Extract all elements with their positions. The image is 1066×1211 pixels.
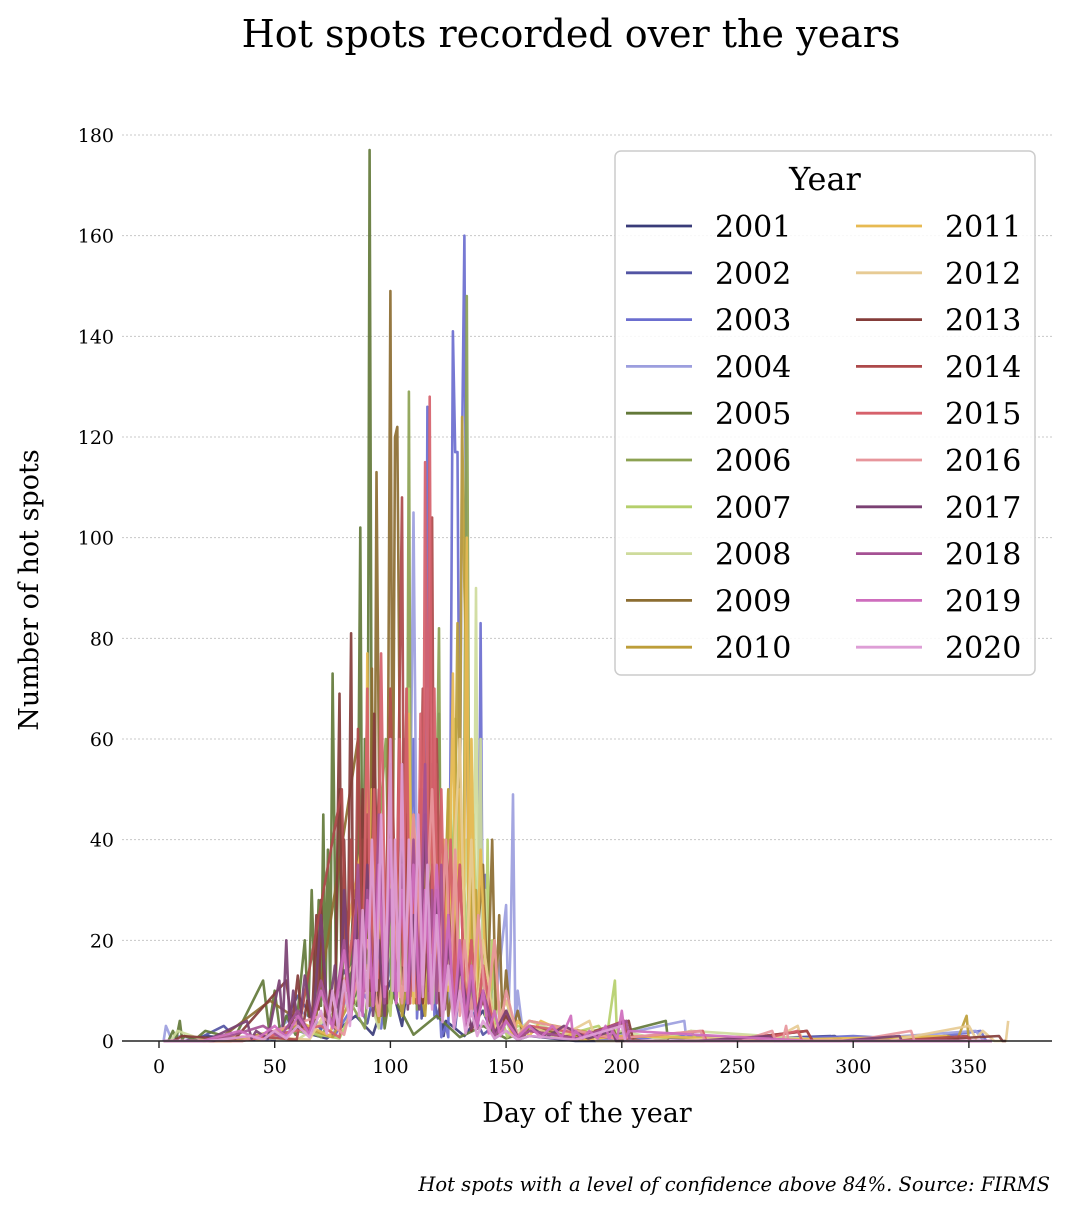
legend-label: 2016 xyxy=(945,444,1021,479)
legend-item: 2003 xyxy=(626,304,791,339)
legend-frame xyxy=(614,150,1036,676)
legend-item: 2016 xyxy=(856,444,1021,479)
y-tick-label: 80 xyxy=(90,628,114,650)
legend-item: 2011 xyxy=(856,210,1021,245)
x-axis-label: Day of the year xyxy=(482,1098,692,1129)
legend-item: 2018 xyxy=(856,538,1021,573)
legend-label: 2002 xyxy=(715,257,791,292)
legend-label: 2004 xyxy=(715,350,791,385)
legend-item: 2002 xyxy=(626,257,791,292)
legend-label: 2011 xyxy=(945,210,1021,245)
x-ticks: 0 50 100 150 200 250 300 350 xyxy=(153,1041,987,1078)
legend-label: 2010 xyxy=(715,631,791,666)
legend-label: 2013 xyxy=(945,304,1021,339)
legend-label: 2008 xyxy=(715,538,791,573)
y-grid xyxy=(122,134,1052,941)
legend-label: 2009 xyxy=(715,584,791,619)
y-tick-label: 0 xyxy=(102,1031,114,1053)
legend-label: 2005 xyxy=(715,397,791,432)
y-tick-label: 20 xyxy=(90,930,114,952)
series-line-2017 xyxy=(163,813,992,1043)
legend-label: 2018 xyxy=(945,538,1021,573)
legend-label: 2017 xyxy=(945,491,1021,526)
series-line-2020 xyxy=(163,737,992,1043)
legend-item: 2020 xyxy=(856,631,1021,666)
x-tick-label: 0 xyxy=(153,1056,165,1078)
legend-item: 2012 xyxy=(856,257,1021,292)
legend-title: Year xyxy=(788,160,861,198)
legend-label: 2007 xyxy=(715,491,791,526)
legend-item: 2001 xyxy=(626,210,791,245)
y-tick-label: 40 xyxy=(90,830,114,852)
legend-item: 2013 xyxy=(856,304,1021,339)
legend-item: 2004 xyxy=(626,350,791,385)
legend-label: 2003 xyxy=(715,304,791,339)
legend-item: 2017 xyxy=(856,491,1021,526)
x-tick-label: 200 xyxy=(604,1056,640,1078)
x-tick-label: 250 xyxy=(719,1056,755,1078)
y-tick-label: 140 xyxy=(78,326,114,348)
y-tick-label: 60 xyxy=(90,729,114,751)
legend-item: 2019 xyxy=(856,584,1021,619)
caption: Hot spots with a level of confidence abo… xyxy=(417,1173,1050,1196)
x-tick-label: 300 xyxy=(835,1056,871,1078)
x-tick-label: 150 xyxy=(488,1056,524,1078)
legend: Year 2001 2002 2003 2004 2005 2006 2007 2008 200… xyxy=(614,150,1036,676)
legend-label: 2020 xyxy=(945,631,1021,666)
x-tick-label: 100 xyxy=(372,1056,408,1078)
legend-label: 2012 xyxy=(945,257,1021,292)
legend-item: 2015 xyxy=(856,397,1021,432)
legend-item: 2006 xyxy=(626,444,791,479)
legend-label: 2001 xyxy=(715,210,791,245)
series-line-2012 xyxy=(163,737,1010,1043)
y-ticks: 0 20 40 60 80 100 120 140 160 180 xyxy=(78,125,114,1053)
x-tick-label: 50 xyxy=(263,1056,287,1078)
chart-title: Hot spots recorded over the years xyxy=(242,12,901,56)
y-tick-label: 160 xyxy=(78,226,114,248)
legend-item: 2008 xyxy=(626,538,791,573)
y-tick-label: 100 xyxy=(78,528,114,550)
legend-item: 2014 xyxy=(856,350,1021,385)
legend-item: 2007 xyxy=(626,491,791,526)
legend-label: 2015 xyxy=(945,397,1021,432)
legend-label: 2014 xyxy=(945,350,1021,385)
y-tick-label: 180 xyxy=(78,125,114,147)
legend-item: 2009 xyxy=(626,584,791,619)
legend-item: 2010 xyxy=(626,631,791,666)
series-line-2013 xyxy=(163,632,1006,1043)
x-tick-label: 350 xyxy=(951,1056,987,1078)
y-axis-label: Number of hot spots xyxy=(14,449,45,730)
series-lines xyxy=(162,148,1010,1043)
legend-label: 2019 xyxy=(945,584,1021,619)
legend-label: 2006 xyxy=(715,444,791,479)
legend-item: 2005 xyxy=(626,397,791,432)
y-tick-label: 120 xyxy=(78,427,114,449)
